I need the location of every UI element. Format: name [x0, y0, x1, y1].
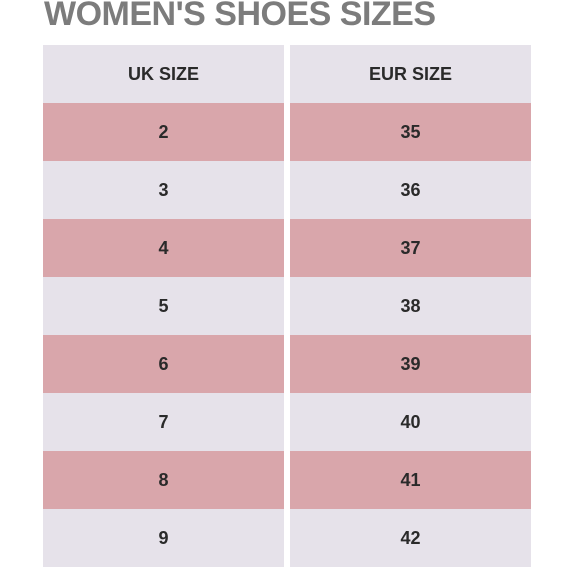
uk-size-cell: 2 — [43, 103, 284, 161]
eur-size-header: EUR SIZE — [290, 45, 531, 103]
eur-size-cell: 42 — [290, 509, 531, 567]
uk-size-cell: 7 — [43, 393, 284, 451]
eur-size-cell: 38 — [290, 277, 531, 335]
uk-size-cell: 6 — [43, 335, 284, 393]
page-title: WOMEN'S SHOES SIZES — [44, 0, 436, 33]
eur-size-cell: 35 — [290, 103, 531, 161]
eur-size-cell: 41 — [290, 451, 531, 509]
uk-size-cell: 4 — [43, 219, 284, 277]
uk-size-cell: 9 — [43, 509, 284, 567]
eur-size-cell: 40 — [290, 393, 531, 451]
uk-size-cell: 5 — [43, 277, 284, 335]
eur-size-cell: 36 — [290, 161, 531, 219]
eur-size-column: EUR SIZE 35 36 37 38 39 40 41 42 — [290, 45, 531, 567]
uk-size-cell: 3 — [43, 161, 284, 219]
eur-size-cell: 37 — [290, 219, 531, 277]
uk-size-cell: 8 — [43, 451, 284, 509]
eur-size-cell: 39 — [290, 335, 531, 393]
uk-size-header: UK SIZE — [43, 45, 284, 103]
uk-size-column: UK SIZE 2 3 4 5 6 7 8 9 — [43, 45, 284, 567]
size-table: UK SIZE 2 3 4 5 6 7 8 9 EUR SIZE 35 36 3… — [43, 45, 531, 567]
